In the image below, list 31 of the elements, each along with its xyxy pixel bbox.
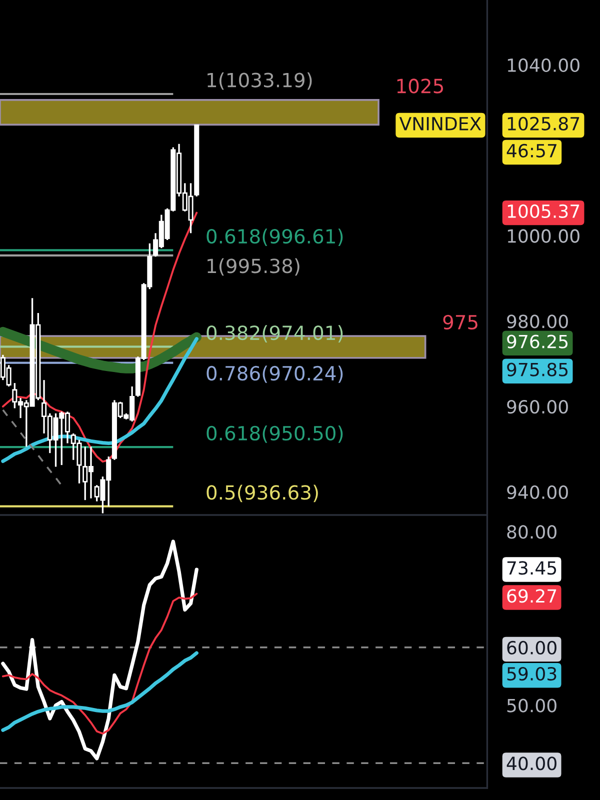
text: 1005.37 bbox=[508, 204, 580, 218]
text: 976.25 bbox=[507, 334, 568, 348]
ref-line-label: 0.618(996.61) bbox=[206, 228, 343, 246]
text: 46:57 bbox=[506, 144, 556, 158]
ref-line-label: 1(1033.19) bbox=[208, 72, 312, 90]
text: 975.85 bbox=[507, 362, 568, 376]
y-tick-label: 50.00 bbox=[507, 698, 556, 712]
ref-line-label: 0.5(936.63) bbox=[206, 484, 318, 502]
y-tick-label: 980.00 bbox=[507, 314, 568, 328]
y-tick-label: 1000.00 bbox=[508, 229, 580, 243]
band-label: 1025 bbox=[397, 78, 444, 94]
ref-line-label: 0.618(950.50) bbox=[206, 426, 343, 443]
line-series bbox=[1, 540, 198, 760]
y-tick-label: 40.00 bbox=[506, 756, 556, 770]
text: 1025.87 bbox=[508, 116, 580, 130]
y-tick-label: 960.00 bbox=[507, 400, 568, 414]
y-tick-label: 1040.00 bbox=[508, 58, 580, 72]
band-label: 975 bbox=[443, 314, 478, 330]
text: 73.45 bbox=[507, 561, 556, 575]
line-series bbox=[1, 337, 198, 463]
ref-line-label: 1(995.38) bbox=[208, 258, 300, 276]
ref-line-label: 0.786(970.24) bbox=[206, 366, 343, 383]
y-tick-label: 80.00 bbox=[507, 525, 556, 539]
line-series bbox=[2, 592, 198, 735]
text: 69.27 bbox=[507, 589, 556, 603]
line-series bbox=[2, 409, 63, 486]
text: VNINDEX bbox=[399, 117, 482, 130]
line-series bbox=[1, 651, 198, 732]
text: 59.03 bbox=[507, 666, 556, 681]
y-tick-label: 940.00 bbox=[507, 485, 568, 500]
y-tick-label: 60.00 bbox=[507, 640, 556, 654]
